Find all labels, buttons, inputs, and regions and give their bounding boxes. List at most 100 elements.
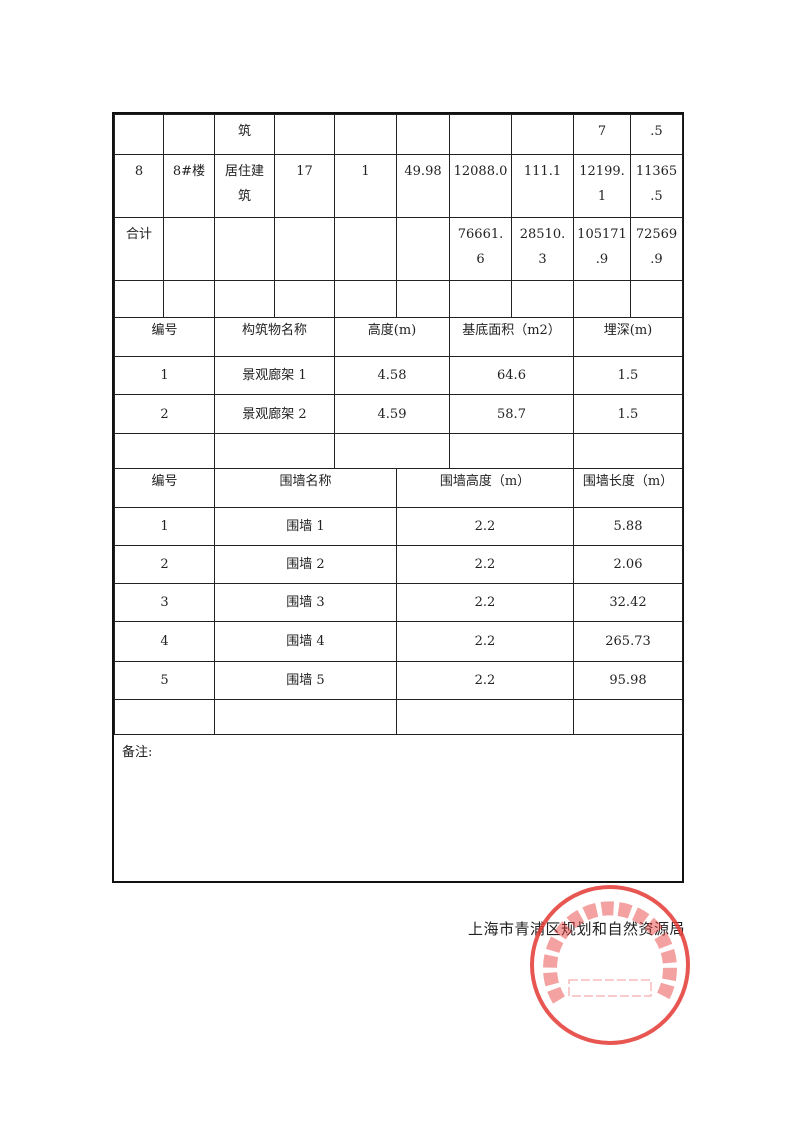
table-cell: 1.5 (573, 356, 683, 395)
table-cell: 28510. 3 (511, 217, 574, 281)
table-row: 3 围墙 3 2.2 32.42 (114, 583, 683, 622)
table-row: 2 景观廊架 2 4.59 58.7 1.5 (114, 394, 683, 434)
table-cell: 2.2 (396, 507, 574, 546)
remarks-label: 备注: (122, 745, 153, 760)
buildings-table: 筑 7.5 8 8#楼 居住建 筑 17 1 49.98 12088.0 111.1 12199. … (114, 114, 683, 318)
table-cell: 编号 (114, 317, 215, 357)
table-cell: 105171 .9 (573, 217, 631, 281)
table-cell: 构筑物名称 (214, 317, 335, 357)
structures-table: 编号 构筑物名称 高度(m) 基底面积（m2） 埋深(m) 1 景观廊架 1 4.58 64.6… (114, 317, 683, 469)
official-seal-stamp (530, 885, 690, 1045)
table-row: 编号 围墙名称 围墙高度（m） 围墙长度（m） (114, 468, 683, 508)
table-row: 合计 76661. 6 28510. 3 105171 .9 72569 .9 (114, 217, 683, 281)
table-cell: 2 (114, 394, 215, 434)
table-cell: 1.5 (573, 394, 683, 434)
table-cell (334, 280, 397, 318)
table-cell: 围墙高度（m） (396, 468, 574, 508)
table-cell (630, 280, 683, 318)
table-cell: 4 (114, 621, 215, 662)
table-cell: 景观廊架 1 (214, 356, 335, 395)
table-cell: 围墙名称 (214, 468, 397, 508)
table-cell (449, 433, 574, 469)
table-cell: 基底面积（m2） (449, 317, 574, 357)
table-cell: 2 (114, 545, 215, 584)
table-cell: 1 (334, 154, 397, 218)
table-cell: 1 (114, 507, 215, 546)
table-cell (163, 280, 215, 318)
table-cell: 11365 .5 (630, 154, 683, 218)
walls-table: 编号 围墙名称 围墙高度（m） 围墙长度（m） 1 围墙 1 2.2 5.88 2 围墙 2 2.2… (114, 468, 683, 735)
table-cell (114, 114, 164, 155)
table-cell: 筑 (214, 114, 275, 155)
table-cell (396, 114, 450, 155)
table-row: 编号 构筑物名称 高度(m) 基底面积（m2） 埋深(m) (114, 317, 683, 357)
table-cell: .5 (630, 114, 683, 155)
table-cell (214, 433, 335, 469)
table-cell: 埋深(m) (573, 317, 683, 357)
table-cell (573, 699, 683, 735)
table-cell (163, 114, 215, 155)
table-cell: 围墙 2 (214, 545, 397, 584)
table-cell: 围墙 5 (214, 661, 397, 700)
table-cell: 围墙 3 (214, 583, 397, 622)
table-cell (334, 433, 450, 469)
table-row (114, 280, 683, 318)
table-cell: 3 (114, 583, 215, 622)
remarks-box: 备注: (114, 734, 682, 881)
table-cell (214, 217, 275, 281)
table-cell: 1 (114, 356, 215, 395)
table-cell (449, 280, 512, 318)
table-cell (573, 433, 683, 469)
table-cell: 8#楼 (163, 154, 215, 218)
table-cell: 景观廊架 2 (214, 394, 335, 434)
table-cell: 12199. 1 (573, 154, 631, 218)
table-cell: 58.7 (449, 394, 574, 434)
issuer-signature: 上海市青浦区规划和自然资源局 (468, 920, 686, 938)
table-cell: 围墙 1 (214, 507, 397, 546)
table-cell (396, 699, 574, 735)
table-cell: 居住建 筑 (214, 154, 275, 218)
table-cell: 95.98 (573, 661, 683, 700)
table-cell: 17 (274, 154, 335, 218)
table-cell: 8 (114, 154, 164, 218)
table-cell: 2.2 (396, 621, 574, 662)
table-row: 4 围墙 4 2.2 265.73 (114, 621, 683, 662)
table-cell (274, 280, 335, 318)
table-cell: 12088.0 (449, 154, 512, 218)
table-cell: 265.73 (573, 621, 683, 662)
table-cell: 2.2 (396, 661, 574, 700)
table-cell: 76661. 6 (449, 217, 512, 281)
table-cell: 5.88 (573, 507, 683, 546)
table-cell (274, 217, 335, 281)
table-row (114, 433, 683, 469)
table-cell: 2.06 (573, 545, 683, 584)
table-cell: 2.2 (396, 583, 574, 622)
table-cell: 111.1 (511, 154, 574, 218)
table-cell: 64.6 (449, 356, 574, 395)
table-cell (114, 699, 215, 735)
table-cell: 4.58 (334, 356, 450, 395)
table-row (114, 699, 683, 735)
table-cell (334, 217, 397, 281)
table-cell: 5 (114, 661, 215, 700)
table-cell: 32.42 (573, 583, 683, 622)
table-cell (274, 114, 335, 155)
table-cell (163, 217, 215, 281)
table-cell (214, 699, 397, 735)
table-cell (334, 114, 397, 155)
table-row: 2 围墙 2 2.2 2.06 (114, 545, 683, 584)
table-cell (114, 280, 164, 318)
table-cell: 49.98 (396, 154, 450, 218)
table-cell (511, 114, 574, 155)
table-cell: 4.59 (334, 394, 450, 434)
table-row: 1 景观廊架 1 4.58 64.6 1.5 (114, 356, 683, 395)
table-row: 1 围墙 1 2.2 5.88 (114, 507, 683, 546)
table-row: 5 围墙 5 2.2 95.98 (114, 661, 683, 700)
table-cell: 围墙长度（m） (573, 468, 683, 508)
table-cell: 编号 (114, 468, 215, 508)
table-cell (573, 280, 631, 318)
table-cell: 7 (573, 114, 631, 155)
table-cell (396, 217, 450, 281)
table-cell: 合计 (114, 217, 164, 281)
